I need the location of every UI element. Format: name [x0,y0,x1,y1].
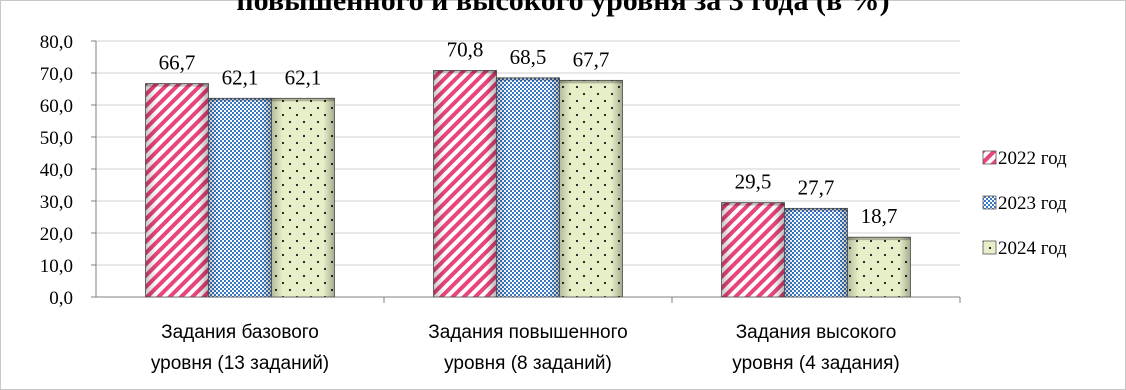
legend-swatch [982,195,997,210]
y-tick-label: 30,0 [40,192,73,213]
y-tick-label: 50,0 [40,128,73,149]
category-label: Задания высокого [736,322,897,343]
legend: 2022 год 2023 год 2024 год [982,148,1067,259]
y-tick-label: 40,0 [40,160,73,181]
category-label: уровня (13 заданий) [151,353,329,374]
data-label: 68,5 [510,45,547,69]
y-tick-label: 60,0 [40,96,73,117]
bar-top-edge [721,202,785,206]
legend-swatch [982,150,997,165]
y-tick-label: 80,0 [40,32,73,53]
data-label: 62,1 [285,65,322,89]
legend-swatch [982,240,997,255]
y-tick-label: 20,0 [40,224,73,245]
bar-top-edge [271,98,335,102]
bar-shading [208,98,272,297]
data-label: 62,1 [222,65,259,89]
bar-shading [145,83,209,297]
bar-shading [784,208,848,297]
legend-label: 2024 год [998,238,1067,259]
y-tick-label: 10,0 [40,256,73,277]
legend-label: 2022 год [998,148,1067,169]
data-label: 27,7 [798,175,835,199]
bar-shading [271,98,335,297]
bar-shading [721,202,785,297]
data-label: 70,8 [447,37,484,61]
bar-top-edge [847,237,911,241]
bar-shading [559,80,623,297]
chart-title: повышенного и высокого уровня за 3 года … [236,0,889,17]
bar-shading [847,237,911,297]
legend-label: 2023 год [998,193,1067,214]
bar-top-edge [433,70,497,74]
bar-top-edge [784,208,848,212]
bars [145,70,911,298]
bar-top-edge [496,77,560,81]
category-label: Задания базового [161,322,319,343]
data-label: 66,7 [159,51,196,75]
bar-shading [433,70,497,297]
bar-top-edge [559,80,623,84]
bar-top-edge [145,83,209,87]
data-label: 29,5 [735,170,772,194]
bar-top-edge [208,98,272,102]
y-tick-label: 70,0 [40,64,73,85]
data-label: 67,7 [573,47,610,71]
y-tick-label: 0,0 [49,288,73,309]
category-label: Задания повышенного [428,322,627,343]
value-labels: 66,7 62,1 62,1 70,8 68,5 67,7 29,5 27,7 18,7 [159,37,898,228]
category-label: уровня (4 задания) [732,353,899,374]
data-label: 18,7 [861,204,898,228]
category-label: уровня (8 заданий) [444,353,612,374]
bar-shading [496,77,560,297]
